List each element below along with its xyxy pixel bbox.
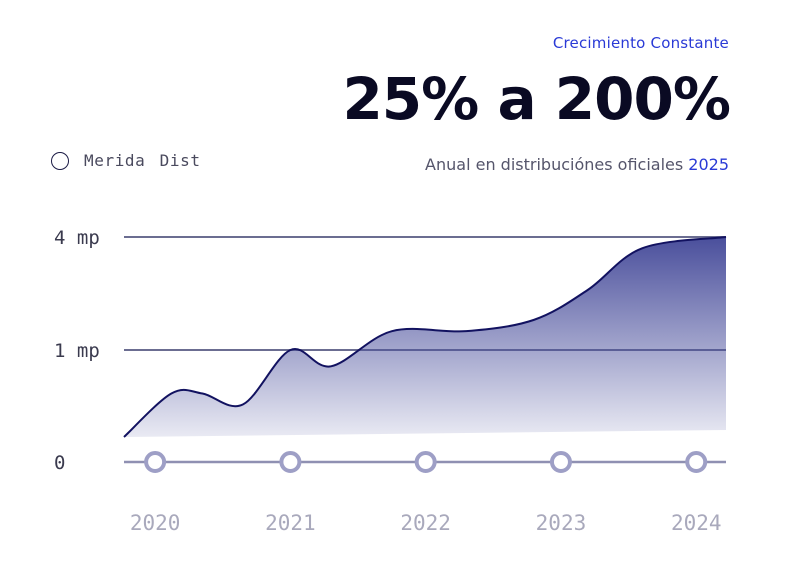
subtitle-year: 2025: [688, 155, 729, 174]
chart-eyebrow: Crecimiento Constante: [552, 34, 729, 52]
y-tick-label: 4 mp: [54, 227, 100, 249]
chart-legend: Merida Dist: [51, 151, 201, 170]
x-tick-label: 2022: [400, 511, 451, 535]
y-tick-label: 1 mp: [54, 340, 100, 362]
chart-headline: 25% a 200%: [342, 65, 731, 133]
series-area-fill: [124, 237, 726, 437]
x-tick-label: 2020: [130, 511, 181, 535]
chart-subtitle: Anual en distribuciónes oficiales 2025: [425, 155, 729, 174]
x-axis-marker: [549, 451, 572, 473]
legend-label: Merida Dist: [84, 151, 201, 170]
x-axis-marker: [144, 451, 167, 473]
y-tick-label: 0: [54, 452, 65, 474]
x-axis-marker: [279, 451, 302, 473]
x-tick-label: 2023: [536, 511, 587, 535]
subtitle-text: Anual en distribuciónes oficiales: [425, 155, 684, 174]
x-tick-label: 2021: [265, 511, 316, 535]
x-axis-marker: [414, 451, 437, 473]
legend-circle-icon: [51, 151, 69, 170]
x-axis-marker: [685, 451, 708, 473]
series-line: [123, 236, 727, 438]
x-tick-label: 2024: [671, 511, 722, 535]
